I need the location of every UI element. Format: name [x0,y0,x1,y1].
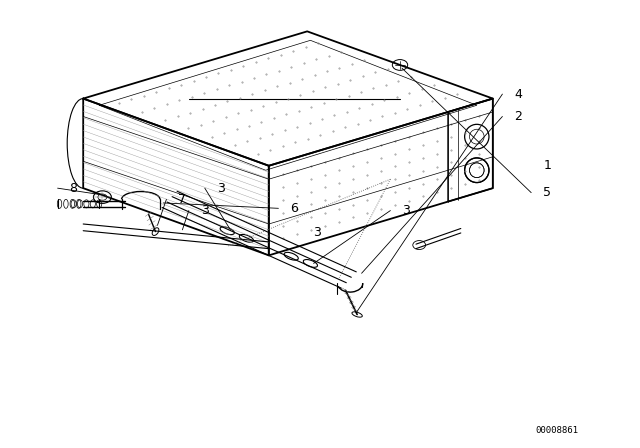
Text: 3: 3 [201,204,209,217]
Text: 4: 4 [515,87,522,101]
Text: 6: 6 [291,202,298,215]
Text: 2: 2 [515,110,522,123]
Text: 1: 1 [543,159,551,172]
Text: 8: 8 [70,181,77,195]
Text: 3: 3 [313,226,321,240]
Text: 5: 5 [543,186,551,199]
Text: 3: 3 [403,204,410,217]
Text: 3: 3 [217,181,225,195]
Text: 00008861: 00008861 [535,426,579,435]
Text: 7: 7 [179,193,186,206]
